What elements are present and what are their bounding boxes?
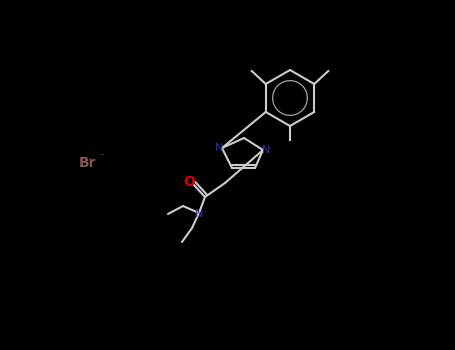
Text: ⁻: ⁻: [98, 152, 104, 162]
Text: N: N: [215, 143, 223, 153]
Text: N: N: [195, 209, 203, 219]
Text: Br: Br: [79, 156, 97, 170]
Text: N: N: [262, 145, 270, 155]
Text: O: O: [183, 175, 195, 189]
